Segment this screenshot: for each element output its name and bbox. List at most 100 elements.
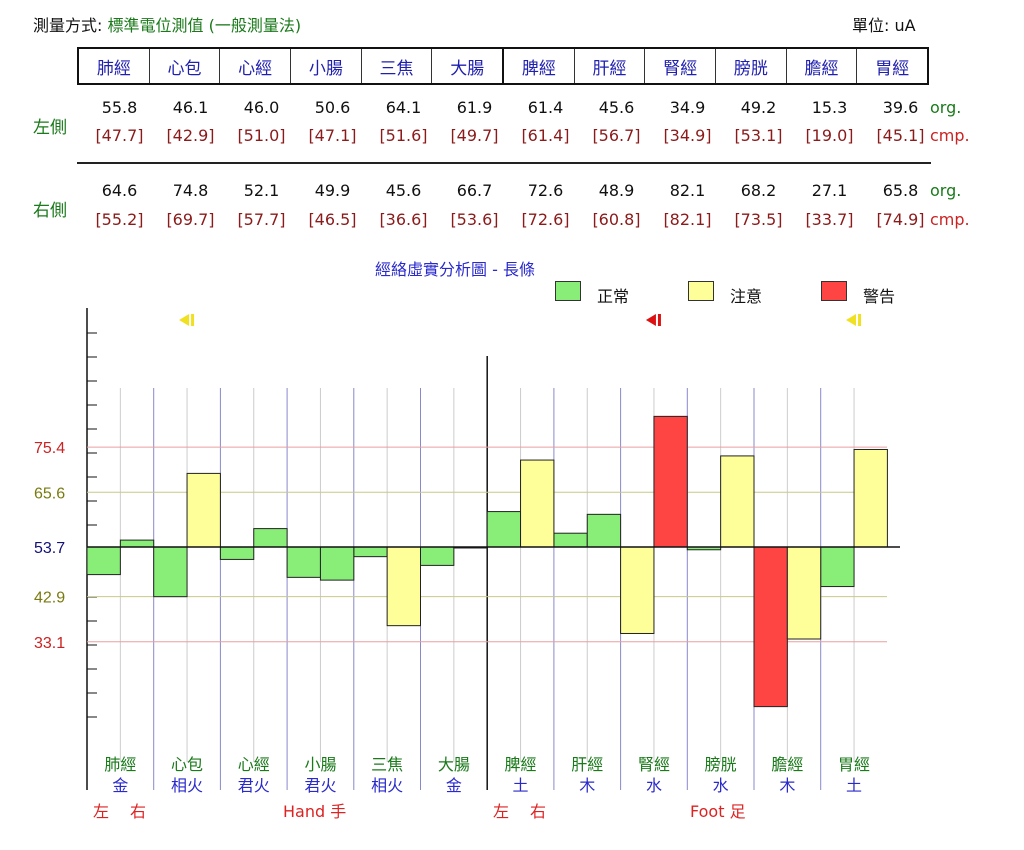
legend-swatch-warning (821, 281, 847, 301)
bar-right (720, 455, 755, 548)
bar-left (820, 546, 855, 588)
value-cell: 82.1 (669, 181, 706, 200)
value-cell: 49.2 (740, 98, 777, 117)
reference-line-label: 33.1 (34, 635, 65, 652)
value-cell: [19.0] (805, 126, 854, 145)
element-label: 金 (112, 776, 128, 795)
element-label: 水 (713, 776, 729, 795)
foot-left-label: 左 (493, 802, 509, 821)
bar-left (753, 546, 788, 708)
value-cell: [73.5] (734, 210, 783, 229)
bar-right (786, 546, 822, 640)
legend-label-warning: 警告 (863, 287, 896, 306)
channel-header: 膀胱 (716, 49, 787, 83)
element-label: 金 (446, 776, 462, 795)
element-label: 木 (779, 776, 795, 795)
reference-line-label: 42.9 (34, 590, 65, 607)
value-cell: [56.7] (592, 126, 641, 145)
value-cell: 50.6 (314, 98, 351, 117)
value-cell: 46.0 (243, 98, 280, 117)
value-cell: 45.6 (385, 181, 422, 200)
right-side-label: 右側 (33, 201, 67, 221)
alert-marker-bar (657, 314, 661, 326)
left-org-row: 55.8 46.1 46.0 50.6 64.1 61.9 61.4 45.6 … (84, 98, 936, 117)
value-cell: [47.1] (308, 126, 357, 145)
method-value: 標準電位測值 (一般測量法) (107, 16, 302, 35)
bar-right (386, 546, 421, 627)
channel-header: 心包 (150, 49, 221, 83)
bar-right (520, 459, 555, 548)
category-label: 小腸 (304, 755, 336, 774)
value-cell: [69.7] (166, 210, 215, 229)
left-side-label: 左側 (33, 118, 67, 138)
cmp-tag: cmp. (930, 126, 970, 145)
org-tag: org. (930, 98, 962, 117)
reference-line-label: 65.6 (34, 485, 65, 502)
chart-title: 經絡虛實分析圖 - 長條 (375, 260, 535, 279)
element-label: 土 (846, 776, 862, 795)
channel-header: 膽經 (787, 49, 858, 83)
bar-left (219, 546, 255, 560)
category-label: 膽經 (771, 755, 803, 774)
value-cell: 61.9 (456, 98, 493, 117)
alert-marker-arrow (846, 314, 857, 326)
value-cell: [61.4] (521, 126, 570, 145)
value-cell: [49.7] (450, 126, 499, 145)
value-cell: 48.9 (598, 181, 635, 200)
bar-right (586, 513, 622, 548)
row-divider (77, 162, 931, 164)
value-cell: 34.9 (669, 98, 706, 117)
value-cell: [74.9] (876, 210, 925, 229)
value-cell: 15.3 (811, 98, 848, 117)
hand-left-label: 左 (93, 802, 109, 821)
bar-left (486, 511, 522, 548)
bar-left (553, 532, 588, 548)
value-cell: 27.1 (811, 181, 848, 200)
value-cell: 68.2 (740, 181, 777, 200)
left-cmp-row: [47.7] [42.9] [51.0] [47.1] [51.6] [49.7… (84, 126, 936, 145)
alert-marker-bar (191, 314, 195, 326)
category-label: 三焦 (371, 755, 403, 774)
bar-right (186, 472, 221, 548)
bar-left (620, 546, 655, 634)
value-cell: [47.7] (95, 126, 144, 145)
value-cell: 72.6 (527, 181, 564, 200)
value-cell: [53.6] (450, 210, 499, 229)
value-cell: 74.8 (172, 181, 209, 200)
bar-left (86, 546, 121, 576)
element-label: 相火 (371, 776, 403, 795)
method-label: 測量方式: (33, 16, 103, 35)
channel-header: 心經 (220, 49, 292, 83)
legend-swatch-normal (555, 281, 581, 301)
bar-right (319, 546, 355, 581)
value-cell: [82.1] (663, 210, 712, 229)
category-label: 心經 (238, 755, 270, 774)
channel-header: 大腸 (432, 49, 505, 83)
right-org-row: 64.6 74.8 52.1 49.9 45.6 66.7 72.6 48.9 … (84, 181, 936, 200)
reference-line-label: 75.4 (34, 440, 65, 457)
element-label: 君火 (304, 776, 336, 795)
value-cell: 64.6 (101, 181, 138, 200)
value-cell: 52.1 (243, 181, 280, 200)
value-cell: 61.4 (527, 98, 564, 117)
channel-header: 三焦 (362, 49, 433, 83)
bar-right (653, 415, 688, 548)
alert-marker-arrow (179, 314, 190, 326)
channel-header: 脾經 (504, 49, 575, 83)
value-cell: 55.8 (101, 98, 138, 117)
channel-header: 肺經 (79, 49, 150, 83)
element-label: 土 (513, 776, 529, 795)
bar-right (253, 528, 288, 548)
value-cell: 39.6 (882, 98, 919, 117)
element-label: 相火 (171, 776, 203, 795)
unit-label: 單位: uA (852, 16, 916, 35)
category-label: 肺經 (104, 755, 136, 774)
category-label: 心包 (171, 755, 203, 774)
element-label: 君火 (238, 776, 270, 795)
alert-marker-arrow (645, 314, 656, 326)
legend-label-normal: 正常 (597, 287, 630, 306)
value-cell: [53.1] (734, 126, 783, 145)
value-cell: [57.7] (237, 210, 286, 229)
value-cell: 64.1 (385, 98, 422, 117)
